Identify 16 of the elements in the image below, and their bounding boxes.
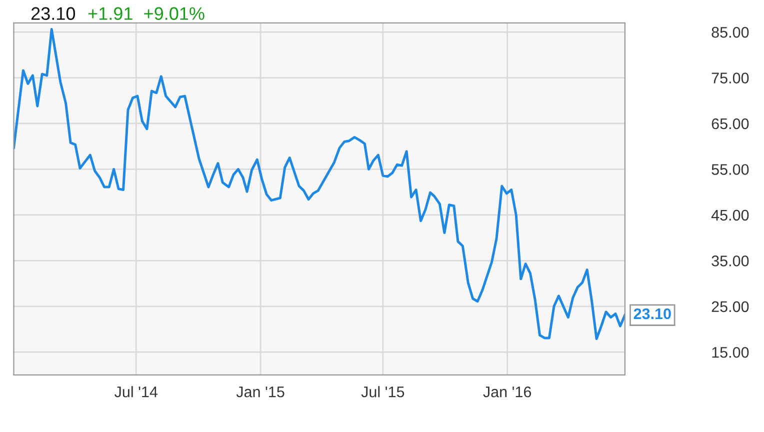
y-tick-label: 45.00 (711, 210, 749, 221)
annotation: 23.10 (634, 308, 671, 320)
x-tick-label: Jan '16 (483, 386, 532, 398)
y-tick-label: 85.00 (712, 26, 749, 38)
y-tick-label: 35.00 (712, 256, 749, 266)
chart-subtitle: +1.91 +9.01% (88, 7, 204, 20)
chart-title: 23.10 (31, 7, 76, 20)
x-tick-label: Jul '14 (114, 386, 158, 398)
x-tick-label: Jan '15 (236, 386, 284, 398)
line-series (14, 28, 625, 340)
y-tick-label: 75.00 (712, 72, 749, 84)
y-tick-label: 65.00 (712, 118, 749, 130)
y-tick-label: 15.00 (712, 346, 749, 358)
x-tick-label: Jul '15 (361, 386, 404, 398)
y-tick-label: 55.00 (712, 164, 749, 175)
y-tick-label: 25.00 (712, 301, 749, 312)
